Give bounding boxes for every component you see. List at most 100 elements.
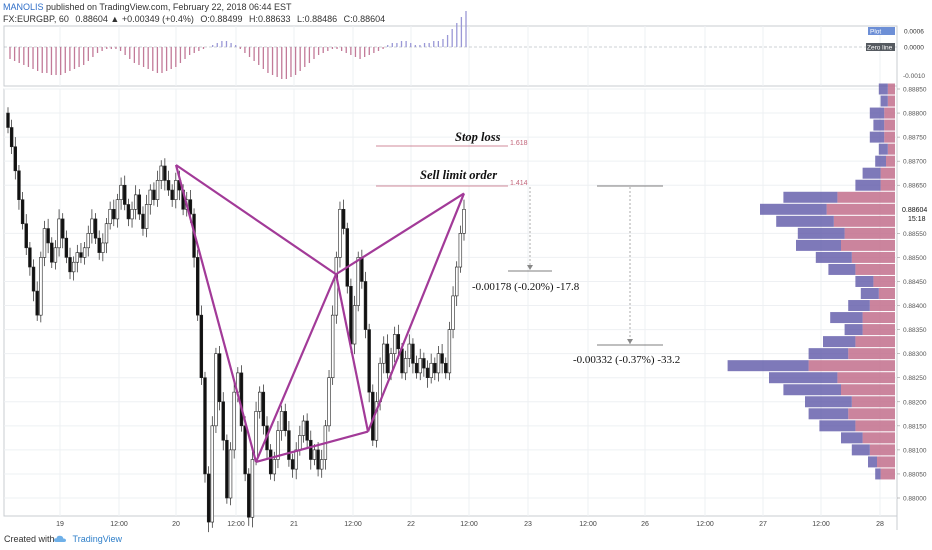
volume-sell-bar	[848, 348, 895, 360]
candle-body	[9, 127, 14, 148]
candle-body	[199, 314, 204, 379]
candle-body	[345, 228, 349, 287]
volume-buy-bar	[808, 408, 849, 420]
volume-buy-bar	[869, 107, 885, 119]
volume-buy-bar	[819, 420, 856, 432]
volume-buy-bar	[855, 179, 881, 191]
price-tick-label: 0.88200	[903, 399, 927, 406]
price-tick-label: 0.88150	[903, 423, 927, 430]
vertical-gridlines	[59, 26, 881, 516]
time-tick-label: 12:00	[227, 521, 245, 528]
author-link[interactable]: MANOLIS	[3, 2, 44, 12]
volume-buy-bar	[727, 360, 809, 372]
volume-buy-bar	[805, 396, 852, 408]
volume-sell-bar	[833, 215, 895, 227]
candle-body	[261, 391, 266, 427]
candle-body	[64, 237, 69, 258]
time-tick-label: 19	[56, 521, 64, 528]
candle-body	[57, 218, 61, 249]
candle-body	[283, 411, 287, 431]
volume-buy-bar	[776, 215, 834, 227]
pattern-xa	[174, 164, 258, 463]
volume-sell-bar	[887, 95, 895, 107]
candle-body	[108, 208, 112, 225]
close-label: C:	[343, 14, 353, 24]
candle-body	[148, 189, 152, 205]
time-tick-label: 26	[641, 521, 649, 528]
measure-2[interactable]: -0.00332 (-0.37%) -33.2	[573, 185, 680, 366]
candle-body	[425, 367, 430, 379]
volume-sell-bar	[841, 384, 895, 396]
volume-sell-bar	[837, 191, 895, 203]
volume-sell-bar	[862, 312, 895, 324]
candle-body	[407, 343, 411, 359]
time-tick-label: 22	[407, 521, 415, 528]
candle-body	[429, 362, 433, 379]
volume-buy-bar	[823, 336, 856, 348]
candle-body	[338, 208, 342, 258]
publish-info: MANOLIS published on TradingView.com, Fe…	[3, 2, 292, 12]
pattern-ab	[254, 273, 338, 463]
stop-loss-annotation[interactable]: Stop loss	[455, 130, 501, 144]
time-tick-label: 12:00	[696, 521, 714, 528]
price-tick-label: 0.88650	[903, 183, 927, 190]
candle-body	[268, 449, 273, 475]
footer: Created with TradingView	[4, 534, 122, 544]
time-tick-label: 12:00	[344, 521, 362, 528]
candle-body	[86, 233, 90, 249]
candle-body	[254, 411, 258, 460]
candle-body	[210, 425, 214, 523]
candle-body	[203, 377, 207, 475]
candle-body	[352, 305, 357, 345]
candle-body	[39, 257, 43, 316]
pattern-cd	[366, 193, 466, 433]
tradingview-brand[interactable]: TradingView	[72, 534, 123, 544]
volume-buy-bar	[841, 432, 863, 444]
candle-body	[334, 257, 339, 316]
measure-1[interactable]: -0.00178 (-0.20%) -17.8	[472, 187, 580, 293]
time-axis[interactable]: 19 12:00 20 12:00 21 12:00 22 12:00 23 12:00 26 12:…	[56, 521, 884, 528]
candle-body	[144, 204, 149, 229]
price-tick-label: 0.88400	[903, 303, 927, 310]
plot-value: 0.0006	[904, 29, 924, 36]
candle-body	[316, 449, 320, 470]
candle-body	[436, 353, 441, 374]
volume-sell-bar	[844, 227, 895, 239]
measure-1-label: -0.00178 (-0.20%) -17.8	[472, 281, 580, 293]
countdown: 15:18	[908, 216, 926, 223]
volume-buy-bar	[783, 191, 838, 203]
volume-sell-bar	[869, 300, 895, 312]
volume-sell-bar	[877, 456, 895, 468]
candle-body	[327, 377, 331, 427]
candle-body	[247, 473, 251, 518]
candle-body	[82, 247, 87, 258]
volume-buy-bar	[875, 155, 886, 167]
harmonic-pattern[interactable]	[174, 164, 466, 463]
time-tick-label: 12:00	[460, 521, 478, 528]
candle-body	[152, 189, 156, 200]
volume-buy-bar	[769, 372, 838, 384]
candle-body	[360, 257, 364, 282]
candle-body	[279, 411, 284, 431]
volume-sell-bar	[837, 372, 895, 384]
candle-body	[444, 362, 448, 374]
horizontal-gridlines	[4, 88, 897, 499]
high-label: H:	[248, 14, 258, 24]
candle-body	[451, 295, 455, 330]
candle-body	[123, 184, 127, 205]
candle-body	[367, 329, 371, 393]
volume-buy-bar	[815, 251, 852, 263]
created-with-label: Created with	[4, 534, 55, 544]
price-axis[interactable]: 0.88850 0.88800 0.88750 0.88700 0.88650 0.885…	[897, 87, 927, 503]
price-tick-label: 0.88250	[903, 375, 927, 382]
low-value: 0.88486	[304, 14, 338, 24]
candle-body	[447, 329, 452, 374]
volume-sell-bar	[855, 336, 895, 348]
symbol-label[interactable]: FX:EURGBP, 60	[3, 14, 69, 24]
candle-body	[79, 252, 83, 258]
candle-body	[418, 358, 422, 374]
indicator-histogram	[9, 11, 467, 79]
candle-body	[166, 180, 171, 191]
sell-limit-annotation[interactable]: Sell limit order	[420, 168, 497, 182]
candle-body	[301, 420, 306, 436]
